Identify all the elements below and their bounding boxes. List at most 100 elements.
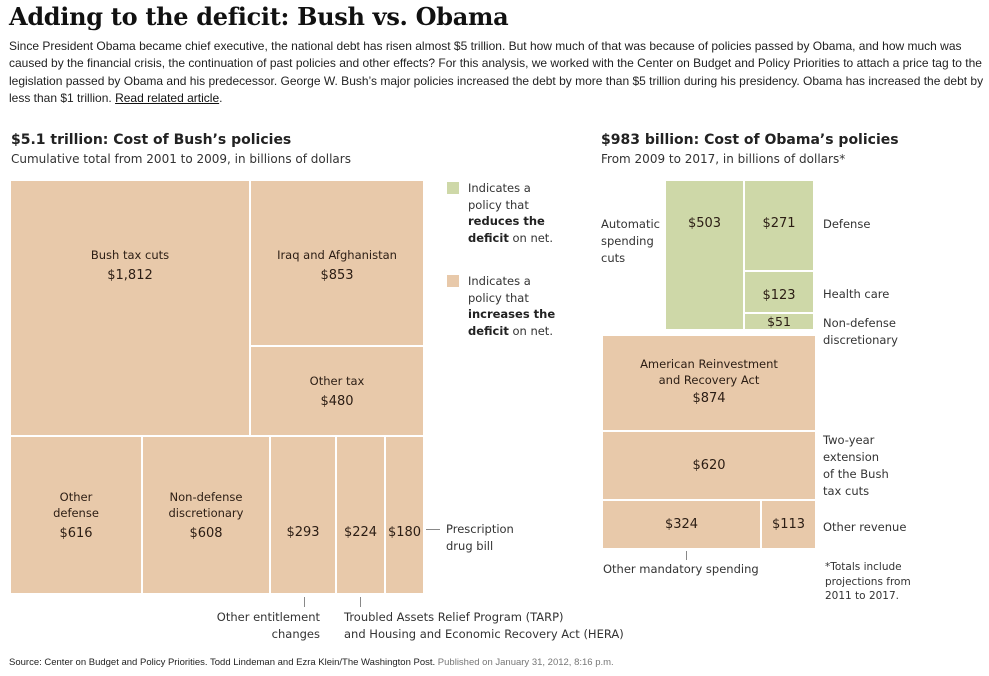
cell-value: $113 [771,517,806,532]
label-line: Troubled Assets Relief Program (TARP) [344,610,564,624]
cell-value: $123 [762,287,796,303]
legend-line: on net. [508,323,553,338]
leader-line-other-entitlement [304,597,305,607]
cell-value: $1,812 [107,268,153,283]
bush-chart-subtitle: Cumulative total from 2001 to 2009, in b… [11,152,351,166]
footnote-line: 2011 to 2017. [825,590,899,602]
legend-bold: deficit [468,323,509,338]
treemap-cell-bush-tax-extension: $620 [603,432,815,499]
legend-line: on net. [508,230,553,245]
published-date: Published on January 31, 2012, 8:16 p.m. [435,657,614,668]
label-line: Prescription [446,522,514,536]
cell-label-line: American Reinvestment [640,357,778,371]
label-line: spending [601,234,654,248]
treemap-cell-other-defense: Other defense $616 [11,437,141,593]
label-line: extension [823,450,880,464]
label-line: Other entitlement [216,610,320,624]
label-defense: Defense [823,217,871,231]
cell-value: $620 [692,458,726,473]
cell-label-line: defense [53,506,99,520]
label-line: Non-defense [823,316,896,330]
cell-label: Other defense [53,489,99,521]
obama-chart-subtitle: From 2009 to 2017, in billions of dollar… [601,152,846,166]
label-prescription-drug-bill: Prescription drug bill [446,521,514,555]
legend-text-reduces: Indicates a policy that reduces the defi… [468,180,553,246]
label-line: discretionary [823,333,898,347]
treemap-cell-non-defense-discretionary: $51 [745,314,813,329]
obama-footnote: *Totals include projections from 2011 to 2… [825,560,911,604]
cell-label: Iraq and Afghanistan [277,248,397,262]
treemap-cell-automatic-spending-cuts: $503 [666,181,743,329]
footnote-line: projections from [825,575,911,588]
cell-value: $293 [286,525,320,540]
label-other-entitlement-changes: Other entitlement changes [200,609,320,643]
treemap-cell-health-care: $123 [745,272,813,312]
legend-bold: deficit [468,230,509,245]
cell-value: $608 [189,526,223,541]
label-non-defense-discretionary: Non-defense discretionary [823,315,898,349]
label-line: cuts [601,251,626,265]
leader-line-tarp [360,597,361,607]
label-line: changes [271,627,320,641]
cell-value: $180 [387,525,422,540]
obama-chart-title: $983 billion: Cost of Obama’s policies [601,132,899,148]
cell-value: $503 [687,216,722,231]
cell-value: $51 [767,314,791,329]
label-tarp-hera: Troubled Assets Relief Program (TARP) and… [344,609,624,643]
treemap-cell-other-revenue: $113 [762,501,815,548]
treemap-cell-other-entitlement: $293 [271,437,335,593]
legend-swatch-increases [447,275,459,287]
cell-value: $616 [59,526,93,541]
cell-value: $480 [320,394,354,409]
treemap-cell-prescription-drug: $180 [386,437,423,593]
label-two-year-extension: Two-year extension of the Bush tax cuts [823,432,889,500]
label-line: Automatic [601,217,660,231]
label-line: Two-year [823,433,875,447]
cell-label-line: Non-defense [169,490,243,504]
legend-text-increases: Indicates a policy that increases the de… [468,273,555,339]
treemap-cell-other-tax: Other tax $480 [251,347,423,435]
cell-label: Other tax [309,374,365,388]
label-line: drug bill [446,539,494,553]
legend-line: Indicates a [468,181,531,195]
label-line: tax cuts [823,484,870,498]
legend-line: policy that [468,197,529,212]
legend-line: policy that [468,290,529,305]
leader-line-prescription [426,529,440,530]
label-line: and Housing and Economic Recovery Act (H… [344,627,624,641]
legend-bold: reduces the [468,214,545,228]
treemap-cell-tarp-hera: $224 [337,437,384,593]
treemap-cell-iraq-afghanistan: Iraq and Afghanistan $853 [251,181,423,345]
treemap-cell-bush-tax-cuts: Bush tax cuts $1,812 [11,181,249,435]
cell-value: $271 [762,216,796,231]
intro-paragraph: Since President Obama became chief execu… [9,38,984,107]
cell-label-line: discretionary [168,506,244,520]
bush-chart-title: $5.1 trillion: Cost of Bush’s policies [11,132,292,148]
label-other-revenue: Other revenue [823,520,907,534]
footnote-line: *Totals include [825,561,902,573]
cell-label: Bush tax cuts [90,248,170,262]
cell-label: American Reinvestment and Recovery Act [640,356,778,388]
treemap-cell-non-defense-discretionary: Non-defense discretionary $608 [143,437,269,593]
legend-swatch-reduces [447,182,459,194]
legend-bold: increases the [468,307,556,321]
page-title: Adding to the deficit: Bush vs. Obama [9,2,509,31]
cell-label: Non-defense discretionary [169,489,244,521]
cell-value: $224 [343,525,378,540]
source-text: Source: Center on Budget and Policy Prio… [9,657,436,668]
cell-value: $853 [320,268,354,283]
read-related-article-link[interactable]: Read related article [115,90,220,105]
treemap-cell-arra: American Reinvestment and Recovery Act $8… [603,336,815,430]
label-line: of the Bush [823,467,889,481]
label-automatic-spending-cuts: Automatic spending cuts [601,216,660,267]
cell-label-line: and Recovery Act [658,373,760,387]
treemap-cell-other-mandatory: $324 [603,501,760,548]
leader-line-other-mandatory [686,551,687,560]
cell-value: $324 [664,517,699,532]
treemap-cell-defense: $271 [745,181,813,270]
legend-line: Indicates a [468,274,531,288]
label-other-mandatory-spending: Other mandatory spending [603,562,759,576]
label-health-care: Health care [823,287,890,301]
source-credit: Source: Center on Budget and Policy Prio… [9,657,614,668]
cell-value: $874 [692,391,726,406]
